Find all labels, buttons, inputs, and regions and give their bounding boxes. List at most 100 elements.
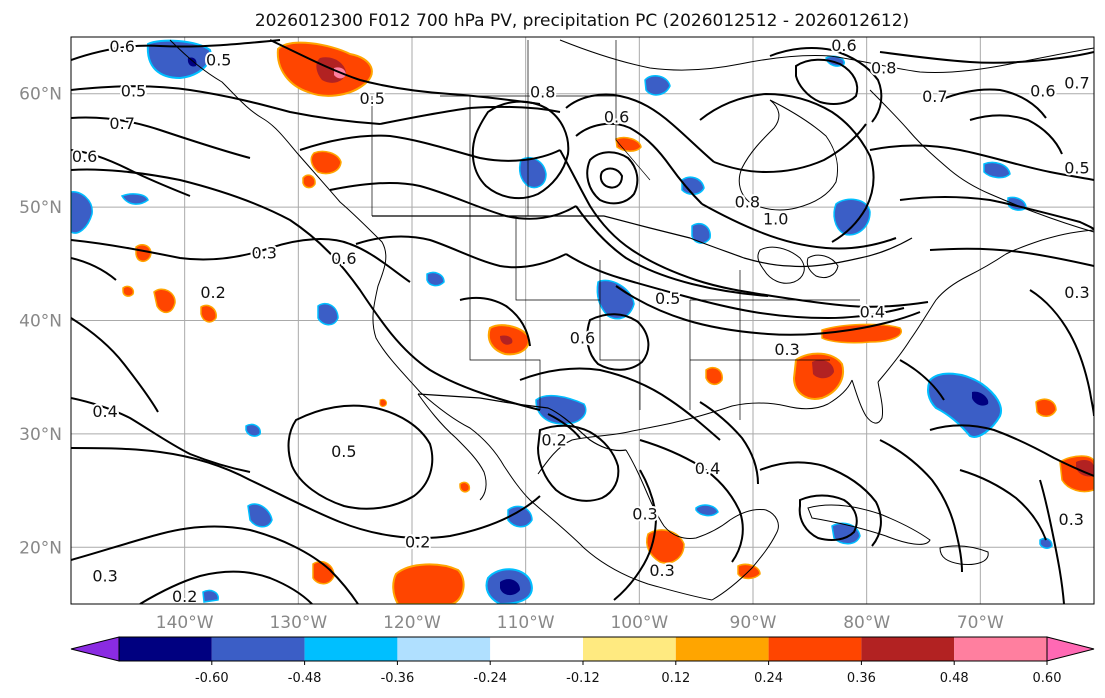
- precip-blob: [187, 57, 197, 67]
- contour-value-label: 0.7: [109, 114, 134, 133]
- colorbar-tick-label: 0.24: [754, 671, 783, 686]
- colorbar-tick-label: -0.36: [381, 671, 415, 686]
- contour-value-label: 0.8: [530, 82, 555, 101]
- precip-blob: [120, 193, 149, 205]
- precip-blob: [705, 366, 723, 386]
- precip-blob: [812, 360, 834, 379]
- contour-value-label: 0.5: [1064, 158, 1089, 177]
- colorbar-segment: [768, 637, 862, 661]
- precip-blob: [153, 288, 176, 314]
- contour-value-label: 0.7: [1064, 73, 1089, 92]
- pv-contour: [798, 494, 858, 541]
- colorbar-segment: [211, 637, 305, 661]
- pv-contour: [71, 168, 541, 411]
- precip-blob: [833, 198, 871, 236]
- pv-contour: [899, 196, 1094, 231]
- pv-contour: [71, 397, 251, 473]
- precip-blob: [317, 302, 339, 326]
- pv-contour: [575, 122, 703, 205]
- contour-value-label: 0.3: [1064, 283, 1089, 302]
- pv-contour: [71, 85, 381, 125]
- lon-tick-label: 70°W: [957, 613, 1004, 633]
- pv-contour: [565, 93, 715, 163]
- pv-contour: [759, 461, 882, 547]
- precip-blob: [459, 481, 471, 493]
- colorbar-segment: [119, 637, 212, 661]
- map-frame: [70, 36, 1095, 605]
- pv-contour: [355, 235, 567, 269]
- coastline-yucatan: [625, 449, 779, 601]
- lon-tick-label: 80°W: [843, 613, 890, 633]
- contour-value-label: 0.3: [774, 340, 799, 359]
- pv-contour: [71, 447, 541, 539]
- pv-contour: [899, 359, 945, 401]
- colorbar-extend-high: [1046, 636, 1095, 662]
- precip-blob: [302, 174, 316, 189]
- lon-tick-label: 110°W: [497, 613, 555, 633]
- contour-value-label: 0.7: [922, 87, 947, 106]
- border-us-canada: [372, 215, 913, 268]
- colorbar-tick-label: 0.12: [661, 671, 690, 686]
- pv-contour: [795, 58, 859, 105]
- precip-blob: [507, 505, 533, 528]
- pv-contour: [547, 413, 581, 439]
- coastline-great-lakes: [757, 246, 839, 284]
- coastlines-and-borders: [169, 39, 1094, 601]
- longitude-labels: 140°W 130°W 120°W 110°W 100°W 90°W 80°W 70°W: [156, 613, 1004, 633]
- pv-contour: [329, 182, 577, 220]
- pv-contour: [71, 116, 251, 159]
- colorbar-segment: [675, 637, 769, 661]
- colorbar-segment: [397, 637, 491, 661]
- contour-value-label: 0.8: [735, 192, 760, 211]
- colorbar-tick-label: -0.24: [473, 671, 507, 686]
- pv-contour: [71, 238, 411, 283]
- colorbar-segment: [490, 637, 583, 661]
- pv-contour: [615, 285, 921, 336]
- coastline-hudson: [738, 99, 839, 211]
- precip-blob: [1076, 460, 1094, 477]
- coastline-baja: [417, 393, 487, 501]
- contour-value-label: 1.0: [763, 209, 788, 228]
- lat-tick-label: 60°N: [19, 85, 62, 105]
- colorbar-tick-label: 0.48: [940, 671, 969, 686]
- contour-value-label: 0.3: [252, 243, 277, 262]
- pv-contour: [139, 570, 313, 604]
- precip-blob: [1035, 398, 1057, 417]
- pv-contours: [71, 39, 1094, 604]
- pv-contour: [929, 424, 1094, 477]
- pv-contour: [287, 404, 434, 510]
- coastline-arctic: [559, 39, 1094, 74]
- contour-value-label: 0.6: [109, 37, 134, 56]
- precip-blob: [983, 161, 1011, 179]
- precip-blob: [122, 285, 135, 297]
- precip-blob: [681, 176, 705, 195]
- pv-contour: [639, 439, 744, 563]
- contour-labels: 0.6 0.5 0.5 0.7 0.6 0.5 0.8 0.6 0.6 0.8 0.7 0.6 0.7 0…: [71, 37, 1092, 606]
- pv-contour: [71, 149, 191, 197]
- precip-blob: [310, 150, 342, 175]
- pv-contour: [599, 167, 624, 189]
- contour-value-label: 0.2: [172, 587, 197, 606]
- precip-blob: [202, 589, 219, 603]
- pv-contour: [613, 469, 658, 601]
- pv-contour: [969, 114, 1063, 155]
- pv-contour: [565, 253, 905, 320]
- pv-contour: [586, 151, 639, 205]
- colorbar-segment: [954, 637, 1047, 661]
- precip-blob: [821, 323, 902, 344]
- pv-contour: [713, 123, 867, 174]
- lon-tick-label: 90°W: [730, 613, 777, 633]
- pv-contour: [879, 439, 963, 573]
- pv-contour: [869, 144, 1094, 181]
- contour-value-label: 0.6: [331, 249, 356, 268]
- pv-contour: [929, 247, 1094, 267]
- precip-blob: [392, 563, 465, 604]
- contour-value-label: 0.8: [871, 59, 896, 78]
- pv-contour: [71, 317, 159, 413]
- map-panel: 0.6 0.5 0.5 0.7 0.6 0.5 0.8 0.6 0.6 0.8 0.7 0.6 0.7 0…: [70, 36, 1095, 606]
- contour-value-label: 0.6: [570, 329, 595, 348]
- lon-tick-label: 130°W: [269, 613, 327, 633]
- contour-value-label: 0.5: [331, 442, 356, 461]
- contour-value-label: 0.2: [200, 283, 225, 302]
